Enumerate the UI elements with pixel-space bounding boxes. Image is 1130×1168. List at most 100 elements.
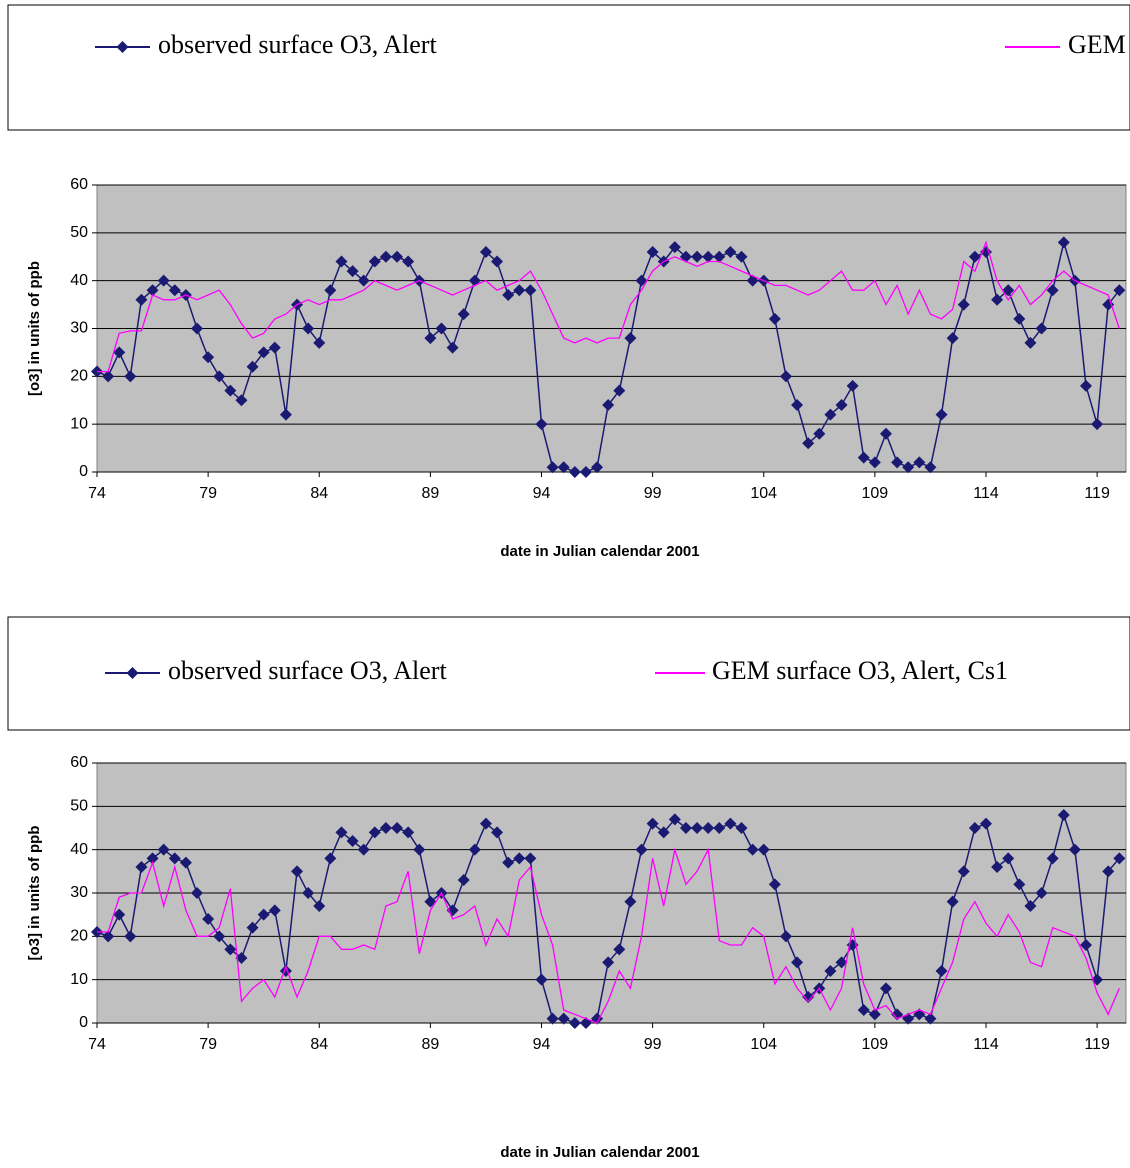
y-tick-label: 0	[79, 1014, 88, 1031]
data-point	[668, 241, 681, 254]
data-point	[768, 312, 781, 325]
data-point	[324, 852, 337, 865]
data-point	[1102, 865, 1115, 878]
data-point	[624, 895, 637, 908]
data-point	[746, 843, 759, 856]
x-tick-label: 79	[199, 485, 217, 502]
data-point	[535, 418, 548, 431]
data-point	[479, 245, 492, 258]
data-point	[713, 250, 726, 263]
data-point	[1102, 298, 1115, 311]
y-tick-label: 60	[70, 176, 88, 193]
x-tick-label: 104	[750, 1036, 777, 1053]
data-point	[1057, 809, 1070, 821]
y-tick-label: 20	[70, 928, 88, 945]
data-point	[546, 1012, 559, 1025]
data-point	[213, 930, 226, 943]
data-point	[457, 308, 470, 321]
legend-label: observed surface O3, Alert	[168, 656, 447, 685]
data-point	[1035, 322, 1048, 335]
data-point	[535, 973, 548, 986]
data-point	[791, 956, 804, 969]
data-point	[1068, 843, 1081, 856]
data-point	[779, 930, 792, 943]
legend-label: GEM surface O3, Alert, Cs1	[712, 656, 1008, 685]
data-point	[602, 956, 615, 969]
data-point	[435, 322, 448, 335]
x-tick-label: 109	[862, 1036, 889, 1053]
y-tick-label: 50	[70, 224, 88, 241]
data-point	[757, 843, 770, 856]
data-point	[291, 865, 304, 878]
x-tick-label: 79	[199, 1036, 217, 1053]
data-point	[379, 822, 392, 834]
data-point	[146, 852, 159, 865]
data-point	[613, 384, 626, 397]
data-point	[835, 956, 848, 969]
data-point	[446, 341, 459, 354]
y-tick-label: 50	[70, 798, 88, 815]
data-point	[568, 1017, 581, 1029]
data-point	[1091, 418, 1104, 431]
y-tick-label: 30	[70, 884, 88, 901]
data-point	[1002, 284, 1015, 297]
series-line	[97, 240, 1120, 373]
y-tick-label: 0	[79, 463, 88, 480]
data-point	[346, 265, 359, 278]
x-tick-label: 109	[862, 485, 889, 502]
data-point	[846, 379, 859, 392]
x-tick-label: 74	[88, 485, 106, 502]
data-point	[146, 284, 159, 297]
data-point	[491, 826, 504, 839]
data-point	[968, 822, 981, 834]
data-point	[1002, 852, 1015, 865]
y-tick-label: 60	[70, 754, 88, 771]
y-tick-label: 10	[70, 971, 88, 988]
data-point	[879, 982, 892, 995]
data-point	[191, 322, 204, 335]
x-tick-label: 104	[750, 485, 777, 502]
legend-marker	[126, 667, 139, 679]
data-point	[1079, 379, 1092, 392]
data-point	[768, 878, 781, 891]
data-point	[624, 332, 637, 345]
data-point	[646, 245, 659, 258]
data-point	[1024, 336, 1037, 349]
data-point	[491, 255, 504, 268]
data-point	[1024, 900, 1037, 912]
data-point	[402, 255, 415, 268]
x-tick-label: 119	[1084, 1036, 1110, 1053]
data-point	[679, 822, 692, 834]
x-tick-label: 94	[533, 485, 551, 502]
data-point	[691, 822, 704, 834]
data-point	[1113, 284, 1126, 297]
data-point	[957, 865, 970, 878]
x-tick-label: 89	[421, 1036, 439, 1053]
data-point	[368, 826, 381, 839]
data-point	[513, 852, 526, 865]
data-point	[268, 904, 281, 917]
data-point	[1013, 878, 1026, 891]
legend-label: GEM surface O3, Alert, Cs0	[1068, 30, 1130, 59]
data-point	[279, 408, 292, 421]
data-point	[968, 250, 981, 263]
data-point	[779, 370, 792, 383]
data-point	[568, 466, 581, 478]
data-point	[168, 852, 181, 865]
data-point	[168, 284, 181, 297]
y-tick-label: 30	[70, 320, 88, 337]
data-point	[1046, 284, 1059, 297]
data-point	[202, 913, 215, 925]
data-point	[235, 952, 248, 964]
data-point	[157, 274, 170, 287]
x-tick-label: 89	[421, 485, 439, 502]
data-point	[257, 346, 270, 359]
data-point	[913, 456, 926, 469]
data-point	[335, 255, 348, 268]
data-point	[313, 336, 326, 349]
y-tick-label: 40	[70, 841, 88, 858]
data-point	[735, 822, 748, 834]
data-point	[313, 900, 326, 912]
data-point	[179, 856, 192, 869]
data-point	[224, 384, 237, 397]
